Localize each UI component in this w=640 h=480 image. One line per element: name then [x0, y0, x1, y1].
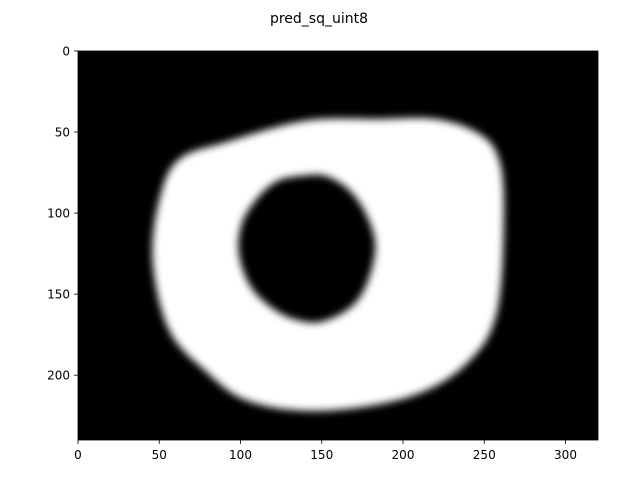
x-axis: 0 50 100 150 200 250 300 [74, 440, 577, 462]
x-tick-label: 200 [392, 448, 415, 462]
axes-frame [77, 50, 599, 441]
x-tick-label: 100 [229, 448, 252, 462]
x-tick-label: 250 [473, 448, 496, 462]
y-tick-label: 50 [55, 126, 70, 140]
x-tick-label: 300 [554, 448, 577, 462]
chart-title: pred_sq_uint8 [270, 11, 368, 27]
y-tick-label: 200 [47, 369, 70, 383]
x-tick-label: 0 [74, 448, 82, 462]
y-tick-label: 0 [62, 45, 70, 59]
y-tick-label: 100 [47, 207, 70, 221]
y-tick-label: 150 [47, 288, 70, 302]
x-tick-label: 50 [152, 448, 167, 462]
y-axis: 0 50 100 150 200 [47, 45, 78, 383]
ring-blob [152, 118, 504, 411]
x-tick-label: 150 [310, 448, 333, 462]
